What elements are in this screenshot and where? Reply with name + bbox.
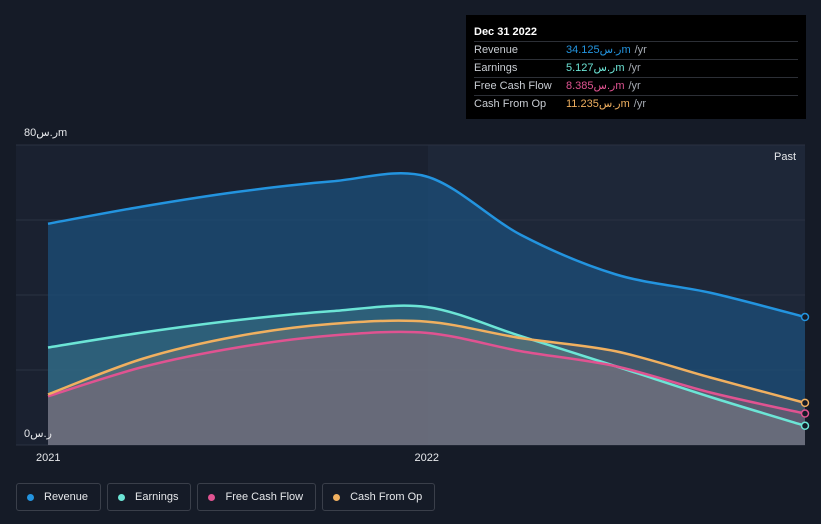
legend-item-earnings[interactable]: Earnings <box>107 483 192 511</box>
legend: Revenue Earnings Free Cash Flow Cash Fro… <box>16 483 436 511</box>
y-axis-min-label: 0ر.س <box>24 428 52 440</box>
legend-dot-icon <box>208 493 216 501</box>
tooltip-row-value: 34.125ر.سm <box>566 44 631 56</box>
tooltip-row-unit: /yr <box>634 44 647 56</box>
legend-label: Free Cash Flow <box>225 491 304 503</box>
tooltip-date: Dec 31 2022 <box>474 26 537 38</box>
tooltip: Dec 31 2022 Revenue 34.125ر.سm /yr Earni… <box>466 15 806 119</box>
tooltip-row-label: Revenue <box>474 44 519 56</box>
legend-item-revenue[interactable]: Revenue <box>16 483 102 511</box>
end-marker-earnings <box>800 421 810 431</box>
end-marker-revenue <box>800 312 810 322</box>
end-marker-cash-from-op <box>800 398 810 408</box>
legend-dot-icon <box>118 493 126 501</box>
tooltip-row-value: 5.127ر.سm <box>566 62 625 74</box>
tooltip-row-free-cash-flow: Free Cash Flow 8.385ر.سm /yr <box>474 77 798 95</box>
legend-label: Revenue <box>44 491 89 503</box>
tooltip-row-label: Cash From Op <box>474 98 547 110</box>
legend-dot-icon <box>27 493 34 501</box>
y-axis-max-label: 80ر.سm <box>24 127 67 139</box>
area-revenue <box>48 173 805 445</box>
series-line-earnings <box>47 304 806 427</box>
tooltip-row-unit: /yr <box>628 80 641 92</box>
legend-label: Cash From Op <box>350 491 423 503</box>
series-line-cash-from-op <box>47 319 806 405</box>
legend-dot-icon <box>333 493 341 501</box>
tooltip-row-earnings: Earnings 5.127ر.سm /yr <box>474 59 798 77</box>
legend-item-cash-from-op[interactable]: Cash From Op <box>322 483 436 511</box>
tooltip-row-unit: /yr <box>628 62 641 74</box>
tooltip-row-cash-from-op: Cash From Op 11.235ر.سm /yr <box>474 95 798 113</box>
area-free-cash-flow <box>48 331 805 445</box>
legend-label: Earnings <box>135 491 179 503</box>
tooltip-row-label: Free Cash Flow <box>474 80 552 92</box>
series-line-revenue <box>47 172 806 319</box>
series-line-free-cash-flow <box>47 330 806 415</box>
tooltip-row-value: 11.235ر.سm <box>566 98 630 110</box>
tooltip-row-revenue: Revenue 34.125ر.سm /yr <box>474 41 798 59</box>
x-tick-label: 2021 <box>36 452 60 464</box>
legend-item-free-cash-flow[interactable]: Free Cash Flow <box>197 483 317 511</box>
tooltip-row-label: Earnings <box>474 62 518 74</box>
end-marker-free-cash-flow <box>800 409 810 418</box>
area-earnings <box>48 305 805 445</box>
x-tick-label: 2022 <box>415 452 439 464</box>
past-label: Past <box>774 151 796 163</box>
tooltip-row-value: 8.385ر.سm <box>566 80 625 92</box>
tooltip-row-unit: /yr <box>633 98 647 110</box>
